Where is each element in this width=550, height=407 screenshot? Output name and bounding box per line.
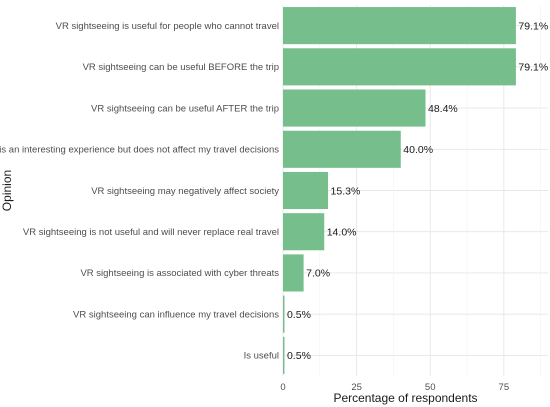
bar xyxy=(283,254,304,292)
category-label: VR sightseeing may negatively affect soc… xyxy=(91,186,279,197)
category-label: VR sightseeing can influence my travel d… xyxy=(73,309,279,320)
category-label: VR sightseeing can be useful AFTER the t… xyxy=(91,103,279,114)
bar xyxy=(283,89,426,127)
value-label: 7.0% xyxy=(306,268,330,280)
value-label: 0.5% xyxy=(287,309,311,321)
bar xyxy=(283,295,285,333)
x-tick-label: 75 xyxy=(499,382,510,393)
bar xyxy=(283,7,516,45)
category-label: VR sightseeing is not useful and will ne… xyxy=(23,227,279,238)
category-label: VR sightseeing is useful for people who … xyxy=(56,21,279,32)
value-label: 40.0% xyxy=(403,144,433,156)
category-label: VR sightseeing can be useful BEFORE the … xyxy=(83,62,279,73)
category-label: VR is an interesting experience but does… xyxy=(0,145,279,156)
y-axis-title: Opinion xyxy=(0,170,14,211)
value-label: 79.1% xyxy=(518,20,548,32)
bar xyxy=(283,213,325,251)
category-labels: VR sightseeing is useful for people who … xyxy=(0,21,279,362)
x-tick-labels: 0 25 50 75 xyxy=(280,382,509,393)
value-labels: 79.1% 79.1% 48.4% 40.0% 15.3% 14.0% 7.0% 0.5% 0.… xyxy=(287,20,548,362)
bar xyxy=(283,130,401,168)
category-label: VR sightseeing is associated with cyber … xyxy=(80,268,279,279)
x-tick-label: 50 xyxy=(425,382,436,393)
value-label: 14.0% xyxy=(327,227,357,239)
bar xyxy=(283,336,285,374)
bar xyxy=(283,48,516,86)
x-axis-title: Percentage of respondents xyxy=(333,391,477,405)
x-tick-label: 0 xyxy=(280,382,285,393)
value-label: 0.5% xyxy=(287,350,311,362)
bar xyxy=(283,171,329,210)
value-label: 15.3% xyxy=(331,185,361,197)
category-label: Is useful xyxy=(244,351,279,362)
value-label: 79.1% xyxy=(518,62,548,74)
value-label: 48.4% xyxy=(428,103,458,115)
x-tick-label: 25 xyxy=(351,382,362,393)
bars-group xyxy=(283,7,516,374)
